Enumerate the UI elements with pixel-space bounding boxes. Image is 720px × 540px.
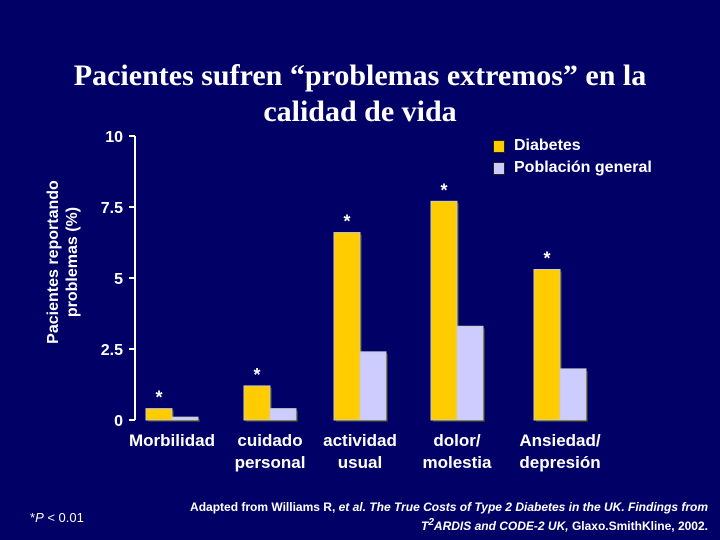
legend-item-diabetes: Diabetes — [493, 135, 652, 157]
legend-label-poblacion: Población general — [514, 159, 652, 176]
bar-shadow — [174, 419, 200, 422]
source-part1: Adapted from Williams R, — [190, 500, 339, 514]
x-category-ansiedad-depresion: Ansiedad/ depresión — [519, 431, 601, 472]
bar — [430, 200, 458, 421]
y-tick-label: 10 — [105, 129, 123, 146]
legend-swatch-poblacion — [493, 161, 505, 175]
footnote-prefix: * — [30, 510, 36, 525]
source-citation: Adapted from Williams R, et al. The True… — [168, 500, 708, 534]
significance-markers: * * * * * — [155, 180, 550, 407]
footnote-symbol: P — [35, 510, 44, 525]
legend-item-poblacion: Población general — [493, 157, 652, 179]
source-part4: Glaxo.SmithKline, 2002. — [568, 519, 708, 533]
footnote-text: < 0.01 — [43, 510, 84, 525]
bar — [243, 385, 271, 421]
bar — [171, 416, 199, 421]
chart-title: Pacientes sufren “problemas extremos” en… — [73, 59, 647, 128]
x-category-actividad-usual: actividad usual — [323, 431, 397, 472]
footnote: *P < 0.01 — [30, 510, 84, 525]
bars — [145, 200, 588, 422]
bar — [559, 368, 587, 421]
axes: 0 2.5 5 7.5 10 — [101, 129, 136, 430]
x-category-morbilidad: Morbilidad — [129, 431, 215, 450]
significance-marker: * — [155, 388, 162, 408]
significance-marker: * — [543, 248, 550, 268]
bar — [269, 408, 297, 421]
bar — [533, 268, 561, 421]
significance-marker: * — [440, 180, 447, 200]
source-part2: et al. The True Costs of Type 2 Diabetes… — [338, 500, 708, 533]
y-tick-label: 0 — [114, 413, 123, 430]
source-superscript: 2 — [428, 517, 434, 528]
bar — [333, 232, 361, 421]
bar — [359, 351, 387, 421]
legend-label-diabetes: Diabetes — [514, 137, 581, 154]
legend-swatch-diabetes — [493, 139, 505, 153]
y-tick-label: 5 — [114, 271, 123, 288]
x-category-cuidado-personal: cuidado personal — [234, 431, 306, 472]
bar — [145, 408, 173, 421]
y-tick-label: 7.5 — [101, 200, 123, 217]
legend: Diabetes Población general — [493, 135, 652, 179]
source-part3: ARDIS and CODE-2 UK, — [433, 519, 569, 533]
significance-marker: * — [343, 212, 350, 232]
y-tick-label: 2.5 — [101, 342, 123, 359]
x-category-dolor-molestia: dolor/ molestia — [422, 431, 492, 472]
significance-marker: * — [253, 365, 260, 385]
bar — [456, 325, 484, 421]
